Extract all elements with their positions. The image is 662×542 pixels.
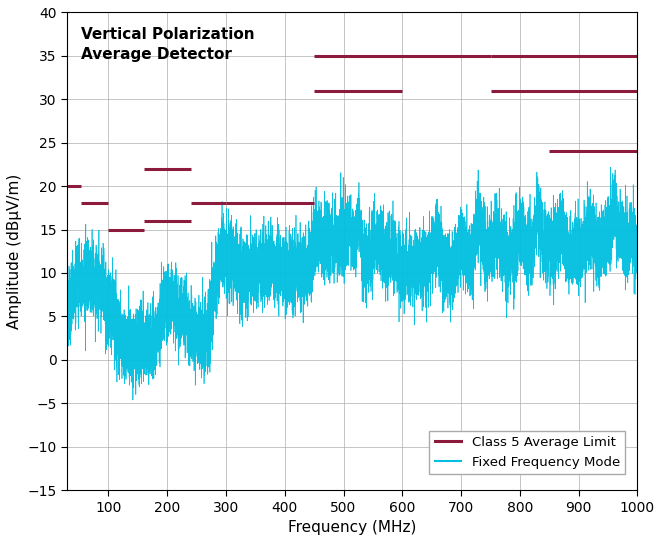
Legend: Class 5 Average Limit, Fixed Frequency Mode: Class 5 Average Limit, Fixed Frequency M… [430,431,625,474]
X-axis label: Frequency (MHz): Frequency (MHz) [288,520,416,535]
Text: Vertical Polarization
Average Detector: Vertical Polarization Average Detector [81,27,255,62]
Y-axis label: Amplitude (dBµV/m): Amplitude (dBµV/m) [7,173,22,329]
